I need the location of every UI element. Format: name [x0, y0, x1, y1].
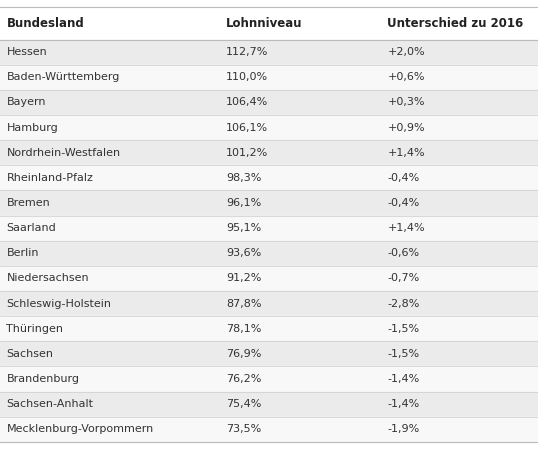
Text: 76,9%: 76,9% [226, 349, 261, 359]
Text: -1,5%: -1,5% [387, 324, 420, 334]
Text: Brandenburg: Brandenburg [6, 374, 80, 384]
Text: Nordrhein-Westfalen: Nordrhein-Westfalen [6, 148, 121, 158]
Bar [0, 366, 538, 392]
Text: 101,2%: 101,2% [226, 148, 268, 158]
Text: Hessen: Hessen [6, 47, 47, 57]
Bar [0, 417, 538, 442]
Bar [0, 190, 538, 216]
Text: 75,4%: 75,4% [226, 399, 261, 409]
Text: Mecklenburg-Vorpommern: Mecklenburg-Vorpommern [6, 424, 154, 434]
Bar [0, 241, 538, 266]
Bar [0, 7, 538, 40]
Text: 76,2%: 76,2% [226, 374, 261, 384]
Text: -1,4%: -1,4% [387, 374, 420, 384]
Text: 73,5%: 73,5% [226, 424, 261, 434]
Text: 98,3%: 98,3% [226, 173, 261, 183]
Text: 106,1%: 106,1% [226, 122, 268, 133]
Text: Baden-Württemberg: Baden-Württemberg [6, 72, 120, 82]
Bar [0, 316, 538, 341]
Text: Schleswig-Holstein: Schleswig-Holstein [6, 299, 111, 309]
Text: -0,4%: -0,4% [387, 173, 420, 183]
Bar [0, 266, 538, 291]
Text: -1,9%: -1,9% [387, 424, 420, 434]
Text: Lohnniveau: Lohnniveau [226, 17, 302, 30]
Text: Berlin: Berlin [6, 248, 39, 258]
Bar [0, 165, 538, 190]
Text: Hamburg: Hamburg [6, 122, 58, 133]
Text: +0,6%: +0,6% [387, 72, 425, 82]
Text: 112,7%: 112,7% [226, 47, 268, 57]
Text: Unterschied zu 2016: Unterschied zu 2016 [387, 17, 523, 30]
Text: 78,1%: 78,1% [226, 324, 261, 334]
Text: 110,0%: 110,0% [226, 72, 268, 82]
Bar [0, 65, 538, 90]
Bar [0, 216, 538, 241]
Bar [0, 140, 538, 165]
Bar [0, 341, 538, 366]
Text: -1,5%: -1,5% [387, 349, 420, 359]
Text: -0,4%: -0,4% [387, 198, 420, 208]
Bar [0, 40, 538, 65]
Text: Niedersachsen: Niedersachsen [6, 274, 89, 284]
Text: +0,9%: +0,9% [387, 122, 425, 133]
Text: +2,0%: +2,0% [387, 47, 425, 57]
Text: Sachsen-Anhalt: Sachsen-Anhalt [6, 399, 94, 409]
Text: Bundesland: Bundesland [6, 17, 84, 30]
Text: 91,2%: 91,2% [226, 274, 261, 284]
Text: 106,4%: 106,4% [226, 98, 268, 108]
Text: +1,4%: +1,4% [387, 223, 425, 233]
Text: Thüringen: Thüringen [6, 324, 63, 334]
Text: +1,4%: +1,4% [387, 148, 425, 158]
Text: -0,7%: -0,7% [387, 274, 420, 284]
Bar [0, 291, 538, 316]
Text: Bayern: Bayern [6, 98, 46, 108]
Text: -1,4%: -1,4% [387, 399, 420, 409]
Text: 96,1%: 96,1% [226, 198, 261, 208]
Text: -2,8%: -2,8% [387, 299, 420, 309]
Text: 93,6%: 93,6% [226, 248, 261, 258]
Text: Rheinland-Pfalz: Rheinland-Pfalz [6, 173, 93, 183]
Text: 87,8%: 87,8% [226, 299, 261, 309]
Bar [0, 115, 538, 140]
Bar [0, 392, 538, 417]
Bar [0, 90, 538, 115]
Text: Sachsen: Sachsen [6, 349, 53, 359]
Text: +0,3%: +0,3% [387, 98, 425, 108]
Text: 95,1%: 95,1% [226, 223, 261, 233]
Text: Saarland: Saarland [6, 223, 56, 233]
Text: Bremen: Bremen [6, 198, 50, 208]
Text: -0,6%: -0,6% [387, 248, 420, 258]
